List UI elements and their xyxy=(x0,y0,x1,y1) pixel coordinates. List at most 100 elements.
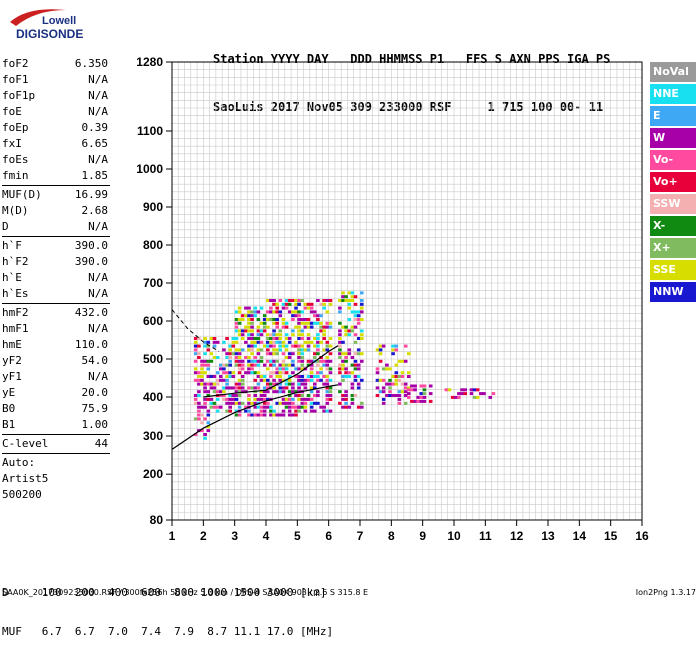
y-tick-label: 700 xyxy=(143,276,163,290)
echo-point xyxy=(309,378,314,382)
echo-point xyxy=(287,337,292,340)
autoscaling-info: Auto: Artist5 500200 xyxy=(2,455,110,503)
param-row: yE 20.0 xyxy=(2,385,110,401)
echo-point xyxy=(316,348,320,352)
echo-point xyxy=(256,329,261,333)
param-row: foE N/A xyxy=(2,104,110,120)
echo-point xyxy=(225,382,229,386)
echo-point xyxy=(222,397,226,401)
echo-point xyxy=(303,401,308,405)
echo-point xyxy=(206,421,211,425)
echo-point xyxy=(322,382,326,386)
echo-point xyxy=(266,348,270,352)
echo-point xyxy=(272,371,276,375)
echo-point xyxy=(287,382,292,386)
echo-point xyxy=(353,310,358,314)
param-row: foF1 N/A xyxy=(2,72,110,88)
echo-point xyxy=(278,386,283,390)
echo-point xyxy=(212,405,217,409)
lowell-digisonde-logo: Lowell DIGISONDE xyxy=(10,9,83,41)
echo-point xyxy=(284,397,289,401)
echo-point xyxy=(350,394,355,397)
echo-point xyxy=(272,321,276,325)
echo-point xyxy=(215,382,220,386)
param-value: 2.68 xyxy=(81,204,109,217)
echo-point xyxy=(219,367,223,371)
echo-point xyxy=(322,348,326,352)
echo-point xyxy=(250,344,254,348)
echo-point xyxy=(247,337,251,340)
echo-point xyxy=(262,386,267,390)
echo-point xyxy=(272,348,276,352)
echo-point xyxy=(287,397,292,401)
echo-point xyxy=(237,310,242,314)
echo-point xyxy=(278,299,283,302)
echo-point xyxy=(200,382,204,386)
echo-point xyxy=(303,405,308,409)
echo-point xyxy=(206,344,211,348)
echo-point xyxy=(240,333,245,337)
echo-point xyxy=(262,375,267,378)
autoscaling-line: Auto: xyxy=(2,456,36,469)
x-tick-label: 11 xyxy=(479,529,492,543)
echo-point xyxy=(322,306,326,310)
echo-point xyxy=(287,405,292,409)
echo-point xyxy=(247,401,251,405)
echo-point xyxy=(388,382,392,386)
echo-point xyxy=(309,367,314,371)
echo-point xyxy=(281,371,286,375)
echo-point xyxy=(212,337,217,340)
echo-point xyxy=(316,299,320,302)
autoscaling-line: 500200 xyxy=(2,488,42,501)
echo-point xyxy=(328,397,333,401)
echo-point xyxy=(225,397,229,401)
echo-point xyxy=(347,333,352,337)
echo-point xyxy=(350,291,355,295)
echo-point xyxy=(413,384,417,388)
echo-point xyxy=(234,325,239,329)
echo-point xyxy=(313,394,317,397)
echo-point xyxy=(203,337,207,340)
echo-point xyxy=(225,378,229,382)
echo-point xyxy=(394,371,399,375)
echo-point xyxy=(234,390,239,394)
echo-point xyxy=(225,352,229,356)
echo-point xyxy=(287,310,292,314)
param-value: N/A xyxy=(88,271,108,284)
echo-point xyxy=(309,397,314,401)
echo-point xyxy=(266,390,270,394)
echo-point xyxy=(215,405,220,409)
param-name: B1 xyxy=(2,418,16,431)
echo-point xyxy=(244,325,248,329)
echo-point xyxy=(287,413,292,417)
echo-point xyxy=(394,348,399,352)
echo-point xyxy=(397,375,402,378)
echo-point xyxy=(266,359,270,363)
echo-point xyxy=(328,337,333,340)
echo-point xyxy=(325,386,330,390)
param-name: h`F2 xyxy=(2,255,29,268)
param-separator xyxy=(2,185,110,186)
param-name: foEp xyxy=(2,121,29,134)
echo-point xyxy=(347,348,352,352)
echo-point xyxy=(269,375,273,378)
echo-point xyxy=(256,386,261,390)
echo-point xyxy=(378,378,383,382)
param-name: h`E xyxy=(2,271,22,284)
echo-point xyxy=(375,367,380,371)
echo-point xyxy=(356,352,361,356)
echo-point xyxy=(297,359,301,363)
echo-point xyxy=(353,325,358,329)
echo-point xyxy=(247,359,251,363)
echo-point xyxy=(422,392,427,396)
echo-point xyxy=(219,363,223,367)
echo-point xyxy=(228,401,232,405)
echo-point xyxy=(269,306,273,310)
echo-point xyxy=(316,378,320,382)
param-name: foF1p xyxy=(2,89,36,102)
echo-point xyxy=(259,405,264,409)
echo-point xyxy=(313,337,317,340)
echo-point xyxy=(209,405,214,409)
echo-point xyxy=(212,382,217,386)
echo-point xyxy=(266,310,270,314)
